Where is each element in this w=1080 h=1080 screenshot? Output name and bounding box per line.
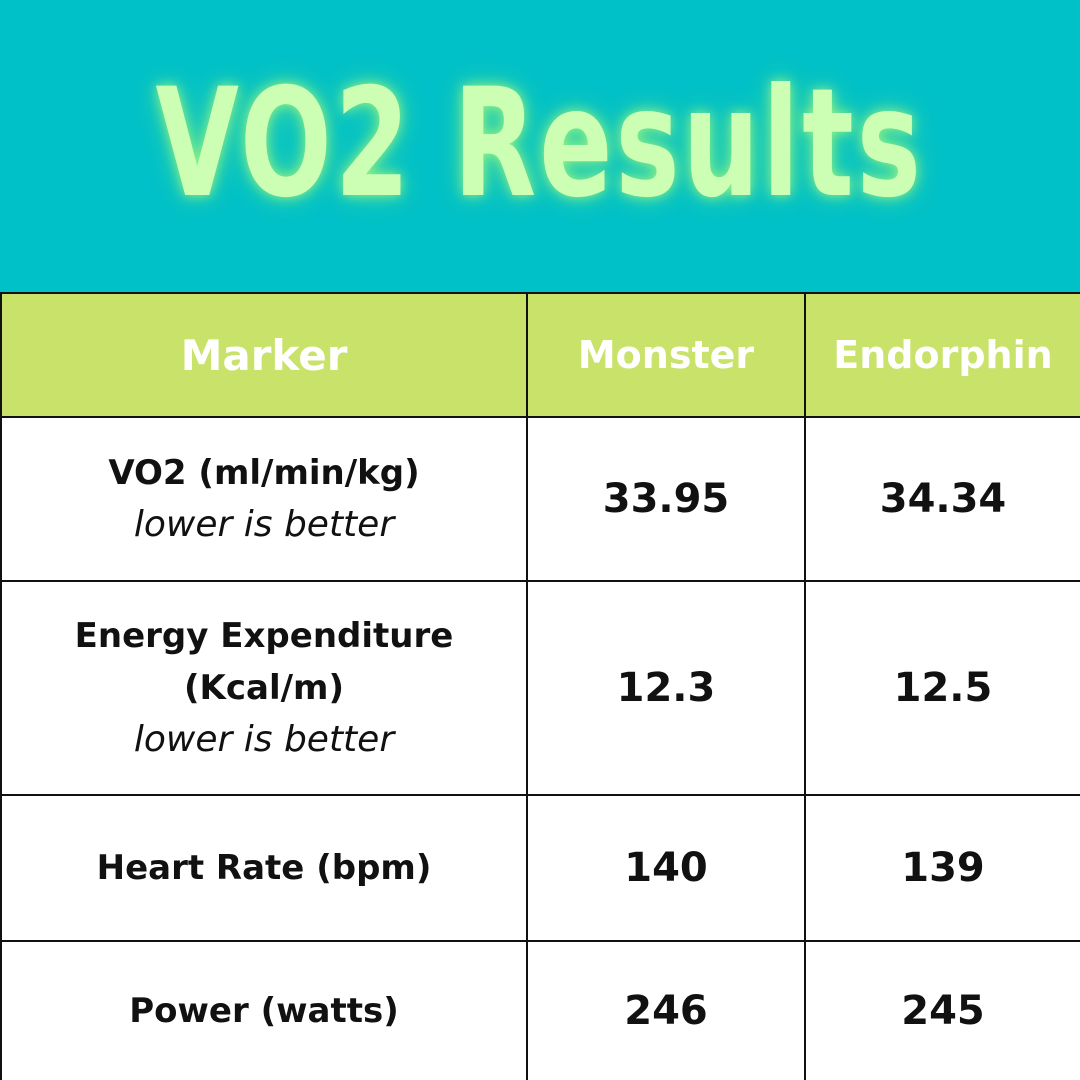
monster-value-cell: 140 <box>526 794 806 942</box>
marker-name: Power (watts) <box>129 991 399 1031</box>
endorphin-value-cell: 245 <box>804 940 1080 1080</box>
marker-cell: Energy Expenditure (Kcal/m) lower is bet… <box>0 580 528 796</box>
monster-value-cell: 246 <box>526 940 806 1080</box>
monster-value-cell: 12.3 <box>526 580 806 796</box>
endorphin-value: 245 <box>901 988 985 1034</box>
header-marker: Marker <box>0 292 528 418</box>
marker-name: Energy Expenditure <box>74 616 454 656</box>
monster-value-cell: 33.95 <box>526 416 806 582</box>
marker-cell: VO2 (ml/min/kg) lower is better <box>0 416 528 582</box>
results-table: Marker Monster Endorphin VO2 (ml/min/kg)… <box>0 292 1080 1080</box>
page-title: VO2 Results <box>155 57 925 231</box>
header-monster: Monster <box>526 292 806 418</box>
marker-name: VO2 (ml/min/kg) <box>108 453 420 493</box>
marker-cell: Power (watts) <box>0 940 528 1080</box>
endorphin-value: 12.5 <box>893 665 993 711</box>
header-row: Marker Monster Endorphin <box>0 292 1080 418</box>
marker-cell: Heart Rate (bpm) <box>0 794 528 942</box>
endorphin-value-cell: 34.34 <box>804 416 1080 582</box>
table-row: VO2 (ml/min/kg) lower is better 33.95 34… <box>0 416 1080 582</box>
endorphin-value: 34.34 <box>879 476 1007 522</box>
marker-name: Heart Rate (bpm) <box>96 848 432 888</box>
marker-note: lower is better <box>133 504 395 545</box>
marker-name-line2: (Kcal/m) <box>183 668 345 708</box>
endorphin-value-cell: 139 <box>804 794 1080 942</box>
title-banner: VO2 Results <box>0 0 1080 292</box>
endorphin-value: 139 <box>901 845 985 891</box>
table-row: Power (watts) 246 245 <box>0 940 1080 1080</box>
monster-value: 12.3 <box>616 665 716 711</box>
table-row: Energy Expenditure (Kcal/m) lower is bet… <box>0 580 1080 796</box>
monster-value: 140 <box>624 845 708 891</box>
monster-value: 33.95 <box>602 476 730 522</box>
header-endorphin: Endorphin <box>804 292 1080 418</box>
endorphin-value-cell: 12.5 <box>804 580 1080 796</box>
monster-value: 246 <box>624 988 708 1034</box>
table-row: Heart Rate (bpm) 140 139 <box>0 794 1080 942</box>
marker-note: lower is better <box>133 719 395 760</box>
